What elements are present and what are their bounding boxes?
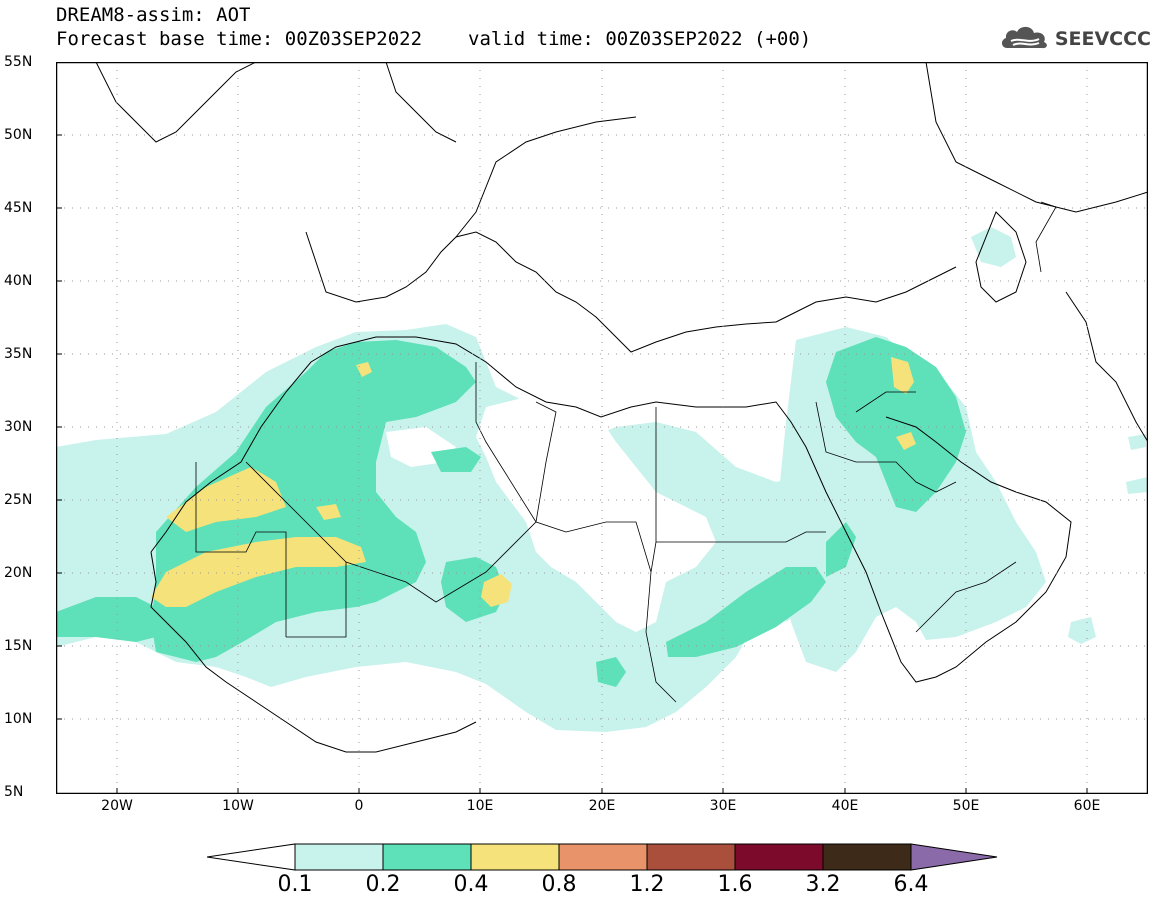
lat-tick-label: 25N — [4, 492, 33, 508]
colorbar-label: 0.8 — [541, 872, 577, 897]
lon-tick-label: 10W — [222, 798, 254, 814]
lat-tick-label: 35N — [4, 346, 33, 362]
lat-tick-label: 30N — [4, 419, 33, 435]
logo-text: SEEVCCC — [1054, 28, 1151, 50]
tick-marks — [56, 134, 1088, 794]
lon-tick-label: 20E — [588, 798, 616, 814]
aot-map — [56, 62, 1148, 794]
lon-tick-label: 30E — [709, 798, 737, 814]
borders — [195, 201, 1057, 703]
lon-tick-label: 60E — [1073, 798, 1101, 814]
colorbar-label: 0.2 — [365, 872, 401, 897]
colorbar-segment — [910, 843, 998, 871]
coastlines — [95, 62, 1148, 753]
lon-tick-label: 10E — [466, 798, 494, 814]
colorbar — [207, 843, 998, 871]
lat-tick-label: 10N — [4, 711, 33, 727]
colorbar-segment — [382, 843, 472, 871]
seevccc-logo: SEEVCCC — [999, 22, 1151, 56]
colorbar-segment — [734, 843, 824, 871]
lat-tick-label: 20N — [4, 565, 33, 581]
lat-tick-label: 50N — [4, 127, 33, 143]
colorbar-segment — [822, 843, 912, 871]
colorbar-segment — [207, 843, 296, 871]
lat-tick-label: 45N — [4, 200, 33, 216]
lon-tick-label: 20W — [101, 798, 133, 814]
lat-tick-label: 5N — [4, 784, 24, 800]
title: DREAM8-assim: AOT — [56, 4, 251, 26]
colorbar-label: 3.2 — [805, 872, 841, 897]
colorbar-label: 0.4 — [453, 872, 489, 897]
lon-tick-label: 40E — [831, 798, 859, 814]
forecast-times: Forecast base time: 00Z03SEP2022 valid ti… — [56, 28, 811, 50]
lat-tick-label: 55N — [4, 54, 33, 70]
colorbar-label: 1.6 — [717, 872, 753, 897]
colorbar-segment — [470, 843, 560, 871]
colorbar-label: 0.1 — [277, 872, 313, 897]
lat-tick-label: 15N — [4, 638, 33, 654]
colorbar-segment — [558, 843, 648, 871]
base-time: Forecast base time: 00Z03SEP2022 — [56, 28, 423, 50]
lon-tick-label: 0 — [354, 798, 364, 814]
colorbar-label: 6.4 — [893, 872, 929, 897]
cloud-icon — [999, 22, 1051, 56]
lon-tick-label: 50E — [952, 798, 980, 814]
lat-tick-label: 40N — [4, 273, 33, 289]
valid-time: valid time: 00Z03SEP2022 (+00) — [468, 28, 812, 50]
colorbar-segment — [294, 843, 384, 871]
colorbar-segment — [646, 843, 736, 871]
colorbar-label: 1.2 — [629, 872, 665, 897]
